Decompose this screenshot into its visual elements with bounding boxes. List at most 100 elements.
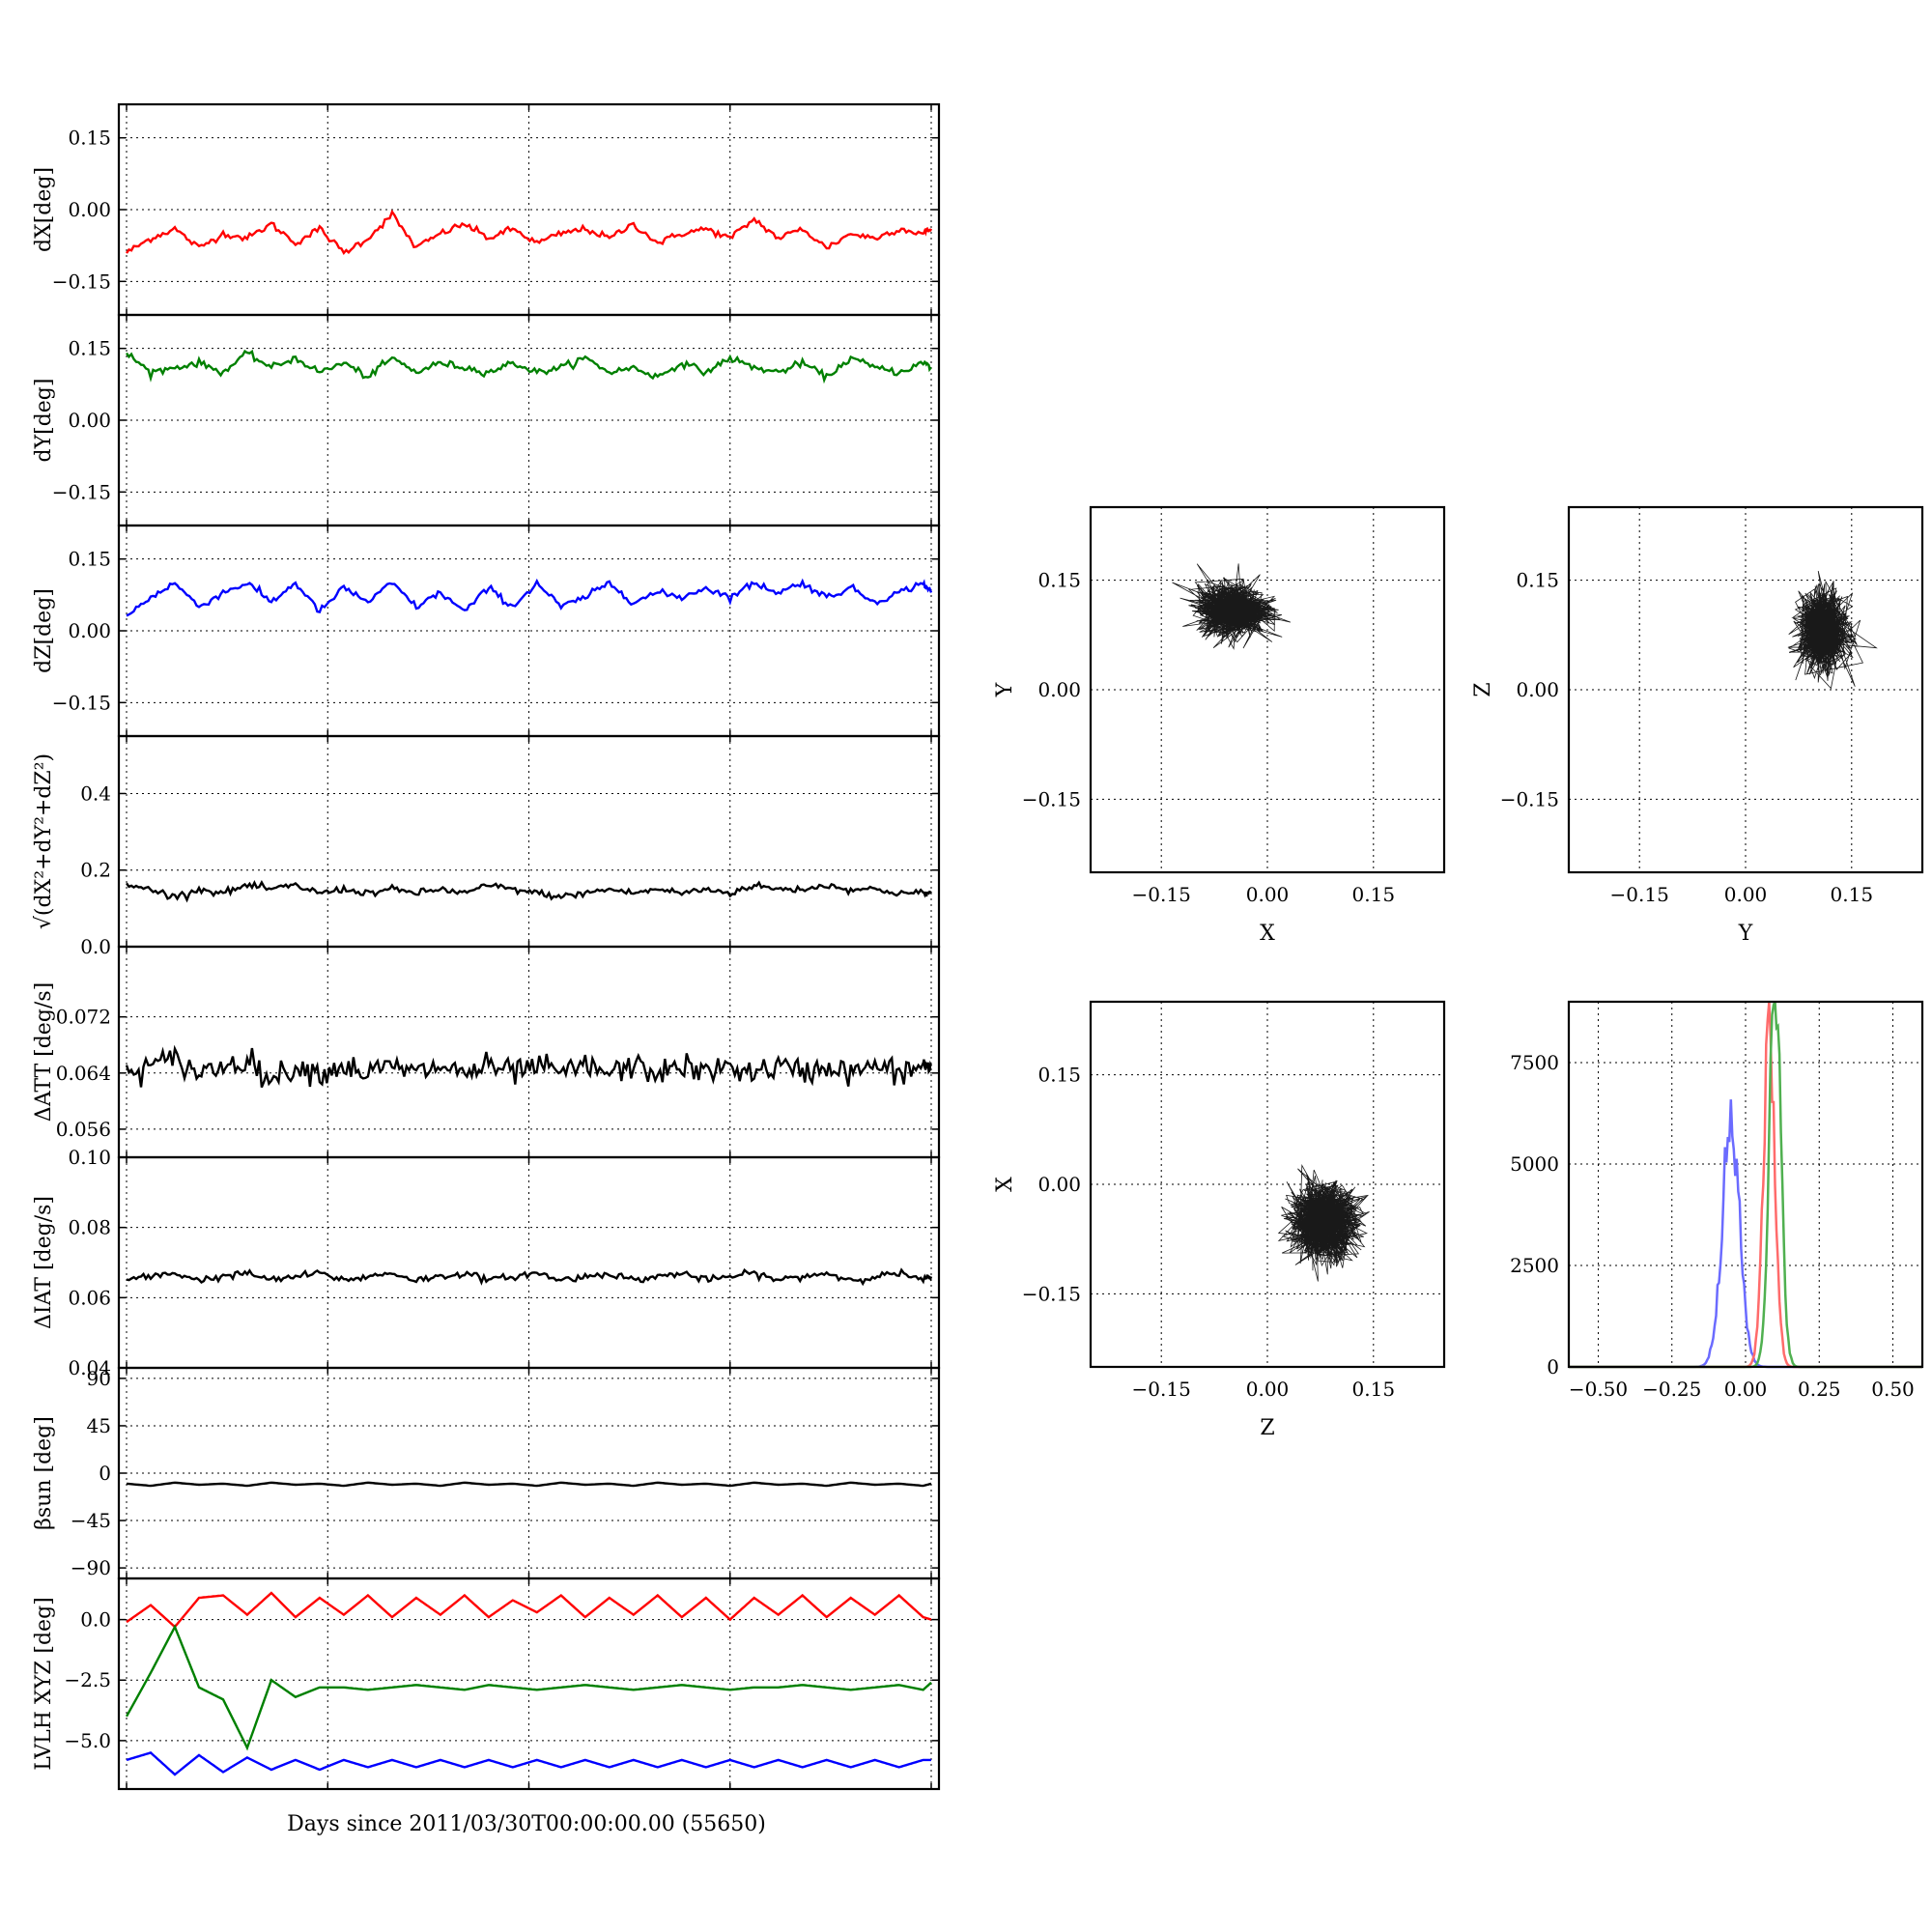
- y-axis-label: Z: [1471, 682, 1495, 696]
- x-tick-label: −0.50: [1569, 1378, 1628, 1401]
- timeseries-panel-3: 0.15 0.00 −0.15 dZ[deg]: [32, 524, 941, 738]
- scatter-points: [1172, 563, 1292, 650]
- series-line-1: [126, 209, 933, 255]
- series-line-1: [125, 349, 932, 384]
- panel-frame: [1567, 505, 1924, 874]
- series-line-2: [125, 1624, 932, 1751]
- y-tick-label: 0.064: [56, 1062, 111, 1085]
- timeseries-panel-8: 0.0 −2.5 −5.0 LVLH XYZ [deg]: [32, 1577, 941, 1791]
- x-tick-label: −0.15: [1132, 1378, 1191, 1401]
- y-tick-label: 0.00: [68, 198, 111, 221]
- y-tick-label: 2500: [1510, 1254, 1559, 1277]
- y-tick-label: 0.15: [68, 127, 111, 150]
- y-tick-label: 0.4: [80, 781, 111, 805]
- x-axis-label: Y: [1738, 922, 1753, 946]
- y-axis-label: Y: [993, 682, 1017, 697]
- x-tick-label: 0.15: [1352, 883, 1396, 906]
- y-tick-label: 0.15: [1516, 569, 1559, 592]
- y-tick-label: 0: [1547, 1355, 1559, 1378]
- y-tick-label: 7500: [1510, 1051, 1559, 1074]
- y-axis-label: dX[deg]: [32, 167, 56, 252]
- figure-xlabel: Days since 2011/03/30T00:00:00.00 (55650…: [287, 1812, 766, 1836]
- y-tick-label: 0.04: [68, 1356, 111, 1379]
- y-axis-label: dZ[deg]: [32, 588, 56, 673]
- y-tick-label: 0.15: [1037, 569, 1081, 592]
- scatter-panel-1: −0.15 0.00 0.15 0.15 0.00 −0.15 X Y: [993, 505, 1446, 946]
- y-tick-label: 0.0: [80, 935, 111, 958]
- y-tick-label: 0.00: [1516, 678, 1559, 701]
- x-tick-label: −0.15: [1610, 883, 1669, 906]
- scatter-panel-3: −0.15 0.00 0.15 0.15 0.00 −0.15 Z X: [993, 1000, 1446, 1440]
- panel-frame: [1089, 505, 1446, 874]
- x-tick-label: −0.15: [1132, 883, 1191, 906]
- timeseries-panel-4: 0.0 0.2 0.4 √(dX²+dY²+dZ²): [32, 734, 941, 958]
- y-tick-label: −45: [71, 1509, 111, 1532]
- scatter-panel-2: −0.15 0.00 0.15 0.15 0.00 −0.15 Y Z: [1471, 505, 1924, 946]
- series-line-1: [126, 880, 932, 903]
- timeseries-panel-1: 0.15 0.00 −0.15 dX[deg]: [32, 102, 941, 317]
- y-tick-label: 0.15: [1037, 1064, 1081, 1087]
- y-tick-label: 5000: [1510, 1152, 1559, 1176]
- y-axis-label: ΔIAT [deg/s]: [32, 1196, 56, 1329]
- histogram-panel: −0.50 −0.25 0.00 0.25 0.50 0 2500 5000 7500: [1510, 1000, 1924, 1401]
- y-axis-label: X: [993, 1177, 1017, 1192]
- series-line-1: [126, 1481, 932, 1488]
- series-line-1: [125, 1044, 933, 1089]
- y-tick-label: −5.0: [64, 1729, 111, 1752]
- y-tick-label: −90: [71, 1556, 111, 1579]
- y-tick-label: 0.00: [1037, 1173, 1081, 1196]
- x-axis-label: X: [1260, 922, 1275, 946]
- y-tick-label: 0.00: [68, 619, 111, 642]
- y-tick-label: 0.2: [80, 859, 111, 882]
- y-tick-label: −0.15: [52, 480, 111, 503]
- scatter-points: [1787, 571, 1878, 690]
- y-axis-label: √(dX²+dY²+dZ²): [32, 753, 56, 929]
- panel-frame: [1567, 1000, 1924, 1369]
- x-tick-label: 0.25: [1798, 1378, 1841, 1401]
- y-axis-label: dY[deg]: [32, 379, 56, 463]
- y-tick-label: 0.072: [56, 1006, 111, 1029]
- series-line-1: [126, 578, 933, 617]
- series-line-3: [126, 1751, 931, 1776]
- timeseries-panel-6: 0.04 0.06 0.08 0.10 ΔIAT [deg/s]: [32, 1146, 941, 1379]
- y-tick-label: 0.15: [68, 548, 111, 571]
- y-axis-label: ΔATT [deg/s]: [32, 982, 56, 1122]
- panel-frame: [117, 1577, 941, 1791]
- x-tick-label: 0.15: [1352, 1378, 1396, 1401]
- y-tick-label: 0.056: [56, 1118, 111, 1141]
- y-tick-label: 0: [99, 1462, 111, 1485]
- y-tick-label: −2.5: [64, 1668, 111, 1691]
- timeseries-panel-7: 90 45 0 −45 −90 βsun [deg]: [32, 1366, 941, 1580]
- series-line-1: [126, 1267, 933, 1287]
- x-tick-label: 0.00: [1724, 1378, 1768, 1401]
- y-tick-label: −0.15: [1022, 1282, 1081, 1305]
- y-axis-label: βsun [deg]: [32, 1416, 56, 1530]
- y-axis-label: LVLH XYZ [deg]: [32, 1597, 56, 1771]
- y-tick-label: 0.00: [68, 409, 111, 432]
- series-line-1: [126, 1591, 932, 1629]
- y-tick-label: 0.15: [68, 337, 111, 360]
- x-tick-label: −0.25: [1642, 1378, 1701, 1401]
- y-tick-label: 90: [87, 1367, 111, 1390]
- x-axis-label: Z: [1260, 1416, 1274, 1440]
- y-tick-label: −0.15: [52, 691, 111, 714]
- y-tick-label: 0.00: [1037, 678, 1081, 701]
- y-tick-label: 45: [87, 1414, 111, 1437]
- x-tick-label: 0.50: [1871, 1378, 1915, 1401]
- x-tick-label: 0.15: [1831, 883, 1874, 906]
- y-tick-label: −0.15: [52, 270, 111, 293]
- y-tick-label: −0.15: [1500, 787, 1559, 810]
- y-tick-label: 0.0: [80, 1608, 111, 1632]
- x-tick-label: 0.00: [1724, 883, 1768, 906]
- x-tick-label: 0.00: [1246, 1378, 1290, 1401]
- panel-frame: [1089, 1000, 1446, 1369]
- scatter-points: [1277, 1163, 1370, 1282]
- y-tick-label: 0.10: [68, 1146, 111, 1169]
- y-tick-label: 0.06: [68, 1286, 111, 1309]
- timeseries-panel-2: 0.15 0.00 −0.15 dY[deg]: [32, 313, 941, 527]
- y-tick-label: 0.08: [68, 1216, 111, 1239]
- y-tick-label: −0.15: [1022, 787, 1081, 810]
- x-tick-label: 0.00: [1246, 883, 1290, 906]
